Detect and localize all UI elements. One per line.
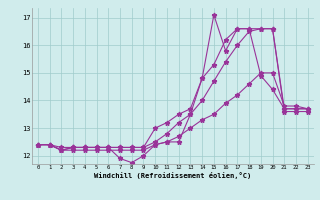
X-axis label: Windchill (Refroidissement éolien,°C): Windchill (Refroidissement éolien,°C) [94,172,252,179]
